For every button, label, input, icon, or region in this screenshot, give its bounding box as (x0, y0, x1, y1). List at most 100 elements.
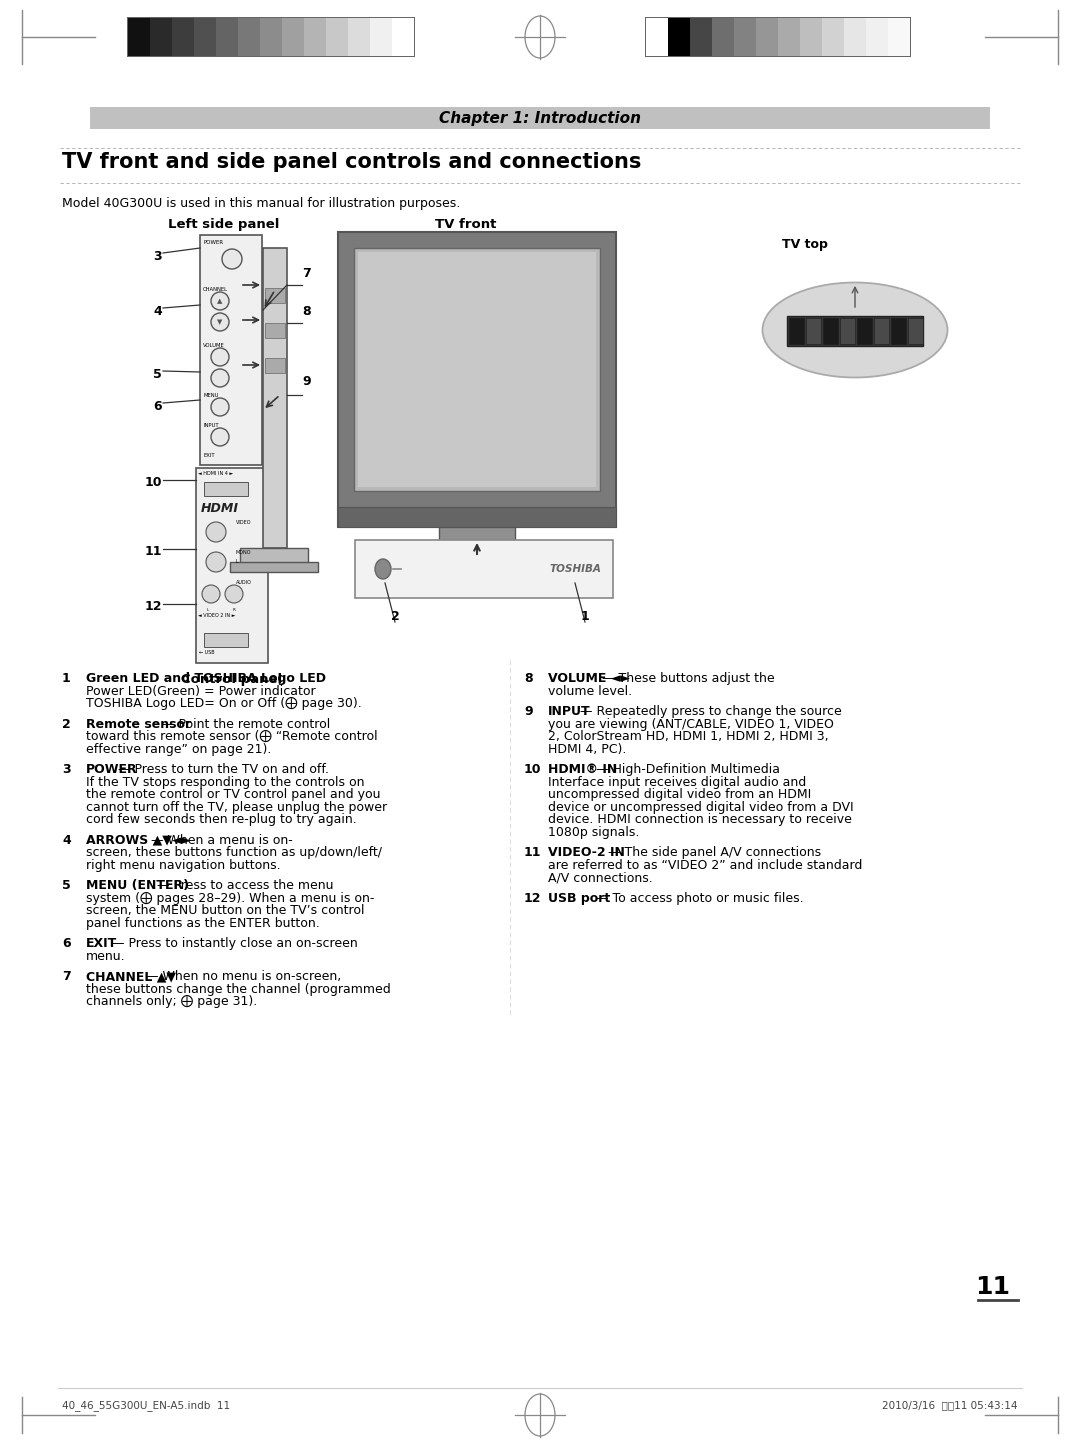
Bar (690, 17, 712, 57)
Bar (426, 545, 529, 555)
Text: 3: 3 (62, 763, 70, 776)
Text: 11: 11 (524, 845, 541, 858)
Text: 7: 7 (302, 267, 311, 280)
Text: R: R (232, 608, 235, 612)
Text: ◄ HDMI IN 4 ►: ◄ HDMI IN 4 ► (198, 471, 233, 476)
Bar (265, 323, 285, 338)
Text: 2010/3/16  下午11 05:43:14: 2010/3/16 下午11 05:43:14 (882, 1401, 1018, 1409)
Text: device or uncompressed digital video from a DVI: device or uncompressed digital video fro… (548, 800, 853, 813)
Text: menu.: menu. (86, 950, 125, 963)
Text: 4: 4 (153, 304, 162, 318)
Text: AUDIO: AUDIO (237, 580, 252, 584)
Circle shape (206, 552, 226, 571)
Bar (260, 17, 282, 57)
Text: 5: 5 (62, 879, 71, 892)
Text: cannot turn off the TV, please unplug the power: cannot turn off the TV, please unplug th… (86, 800, 387, 813)
Text: TOSHIBA: TOSHIBA (549, 564, 600, 574)
Bar (204, 481, 248, 496)
Text: — Point the remote control: — Point the remote control (158, 718, 330, 731)
Text: MENU: MENU (203, 393, 218, 397)
Text: — Repeatedly press to change the source: — Repeatedly press to change the source (576, 705, 841, 718)
Bar (195, 468, 268, 663)
Text: 12: 12 (524, 892, 541, 905)
Text: 3: 3 (153, 249, 162, 262)
Text: L: L (237, 560, 239, 564)
Bar (150, 17, 172, 57)
Text: 9: 9 (524, 705, 532, 718)
Text: toward this remote sensor (⨁ “Remote control: toward this remote sensor (⨁ “Remote con… (86, 729, 378, 742)
Bar (240, 548, 308, 564)
Text: — Press to turn the TV on and off.: — Press to turn the TV on and off. (113, 763, 328, 776)
Bar (338, 232, 616, 526)
Text: VOLUME ◄►: VOLUME ◄► (548, 671, 630, 684)
Circle shape (211, 397, 229, 416)
Bar (438, 526, 515, 547)
Text: — To access photo or music files.: — To access photo or music files. (593, 892, 804, 905)
Bar (282, 17, 303, 57)
Text: — When no menu is on-screen,: — When no menu is on-screen, (141, 970, 341, 983)
Text: Interface input receives digital audio and: Interface input receives digital audio a… (548, 776, 807, 789)
Text: 9: 9 (302, 376, 311, 389)
Text: EXIT: EXIT (203, 452, 215, 458)
Bar (778, 17, 800, 57)
Text: — Press to access the menu: — Press to access the menu (152, 879, 333, 892)
Bar (800, 17, 822, 57)
Text: INPUT: INPUT (548, 705, 591, 718)
Text: TV front and side panel controls and connections: TV front and side panel controls and con… (62, 152, 642, 173)
Text: VIDEO-2 IN: VIDEO-2 IN (548, 845, 625, 858)
Text: 11: 11 (145, 545, 162, 558)
Text: Remote sensor: Remote sensor (86, 718, 191, 731)
Text: HDMI: HDMI (201, 502, 239, 515)
Text: 1: 1 (581, 610, 590, 624)
Circle shape (225, 584, 243, 603)
Text: you are viewing (ANT/CABLE, VIDEO 1, VIDEO: you are viewing (ANT/CABLE, VIDEO 1, VID… (548, 718, 834, 731)
Bar (216, 17, 238, 57)
Bar (787, 316, 923, 347)
Bar (712, 17, 734, 57)
Text: L: L (207, 608, 210, 612)
Ellipse shape (762, 283, 947, 377)
Bar (172, 17, 194, 57)
Bar (326, 17, 348, 57)
Circle shape (202, 584, 220, 603)
Text: ARROWS ▲▼◄►: ARROWS ▲▼◄► (86, 834, 191, 847)
Bar (756, 17, 778, 57)
Text: screen, these buttons function as up/down/left/: screen, these buttons function as up/dow… (86, 845, 382, 858)
Bar (230, 563, 318, 571)
Text: A/V connections.: A/V connections. (548, 871, 652, 884)
Text: MONO: MONO (237, 550, 252, 555)
Circle shape (211, 428, 229, 447)
Bar (866, 17, 888, 57)
Ellipse shape (375, 560, 391, 579)
Bar (645, 17, 912, 57)
Text: 12: 12 (145, 600, 162, 613)
Text: ▲: ▲ (217, 299, 222, 304)
Text: POWER: POWER (86, 763, 137, 776)
Text: EXIT: EXIT (86, 937, 118, 950)
Text: system (⨁ pages 28–29). When a menu is on-: system (⨁ pages 28–29). When a menu is o… (86, 892, 375, 905)
Circle shape (211, 313, 229, 331)
Bar (194, 17, 216, 57)
Bar (806, 318, 821, 344)
Text: device. HDMI connection is necessary to receive: device. HDMI connection is necessary to … (548, 813, 852, 826)
Bar (646, 17, 669, 57)
Bar (891, 318, 906, 344)
Bar (874, 318, 889, 344)
Text: POWER: POWER (203, 241, 224, 245)
Bar (200, 235, 262, 465)
Bar (264, 248, 287, 548)
Bar (238, 17, 260, 57)
Text: panel functions as the ENTER button.: panel functions as the ENTER button. (86, 916, 320, 929)
Bar (354, 248, 600, 492)
Bar (789, 318, 804, 344)
Text: TOSHIBA Logo LED= On or Off (⨁ page 30).: TOSHIBA Logo LED= On or Off (⨁ page 30). (86, 697, 362, 710)
Text: volume level.: volume level. (548, 684, 632, 697)
Bar (823, 318, 838, 344)
Text: — These buttons adjust the: — These buttons adjust the (598, 671, 774, 684)
Bar (204, 634, 248, 647)
Text: Control panel: Control panel (181, 673, 283, 686)
Text: 1: 1 (62, 671, 71, 684)
Circle shape (211, 368, 229, 387)
Circle shape (211, 291, 229, 310)
Text: 6: 6 (153, 400, 162, 413)
